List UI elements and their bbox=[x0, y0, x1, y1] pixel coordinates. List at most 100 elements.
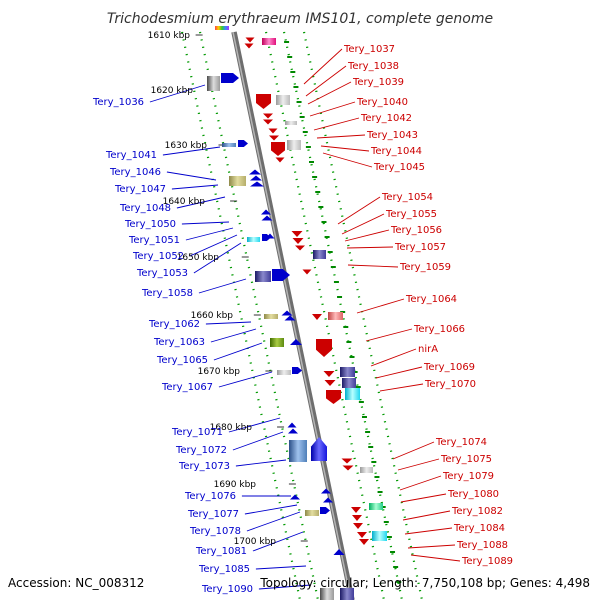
gene-label-right: nirA bbox=[418, 344, 438, 355]
minus-strand-gene bbox=[323, 371, 335, 377]
minus-strand-gene bbox=[352, 515, 362, 521]
scale-label: 1620 kbp bbox=[151, 86, 194, 96]
leader-line-left bbox=[235, 459, 287, 467]
gene-box bbox=[287, 140, 301, 150]
gene-label-right: Tery_1045 bbox=[373, 162, 425, 173]
leader-line-right bbox=[392, 441, 435, 460]
gene-label-left: Tery_1067 bbox=[161, 382, 213, 393]
gene-label-right: Tery_1044 bbox=[370, 146, 422, 157]
plus-strand-gene bbox=[323, 497, 333, 503]
partial-gene-strip bbox=[215, 26, 229, 30]
scale-ticks bbox=[195, 34, 402, 583]
gene-box bbox=[305, 510, 319, 516]
leader-line-right bbox=[322, 152, 373, 168]
gene-label-left: Tery_1090 bbox=[201, 584, 253, 595]
gene-box bbox=[262, 38, 276, 45]
leader-line-left bbox=[181, 221, 230, 225]
gene-label-right: Tery_1066 bbox=[413, 324, 465, 335]
gene-box bbox=[222, 143, 236, 147]
plus-strand-gene bbox=[249, 169, 261, 175]
genome-title: Trichodesmium erythraeum IMS101, complet… bbox=[107, 11, 493, 27]
scale-label: 1680 kbp bbox=[210, 423, 253, 433]
gene-label-right: Tery_1088 bbox=[456, 540, 508, 551]
gene-box bbox=[285, 121, 297, 125]
gene-box bbox=[345, 388, 360, 400]
leader-line-left bbox=[218, 371, 273, 388]
gene-label-right: Tery_1039 bbox=[352, 77, 404, 88]
minus-strand-gene bbox=[263, 119, 273, 125]
scale-label: 1630 kbp bbox=[165, 141, 208, 151]
plus-strand-gene bbox=[321, 488, 331, 494]
topology-label: Topology: circular; Length: 7,750,108 bp… bbox=[259, 576, 590, 590]
gene-box bbox=[342, 378, 356, 388]
gene-box bbox=[277, 370, 291, 375]
leader-line-left bbox=[210, 328, 257, 343]
gene-label-left: Tery_1065 bbox=[156, 355, 208, 366]
plus-strand-gene bbox=[250, 175, 262, 181]
gene-label-left: Tery_1076 bbox=[184, 491, 236, 502]
gene-label-left: Tery_1058 bbox=[141, 288, 193, 299]
gene-box bbox=[229, 176, 246, 186]
gene-label-left: Tery_1078 bbox=[189, 526, 241, 537]
leader-line-right bbox=[400, 493, 447, 503]
minus-strand-gene bbox=[353, 523, 363, 529]
plus-strand-gene bbox=[333, 549, 345, 555]
gene-label-left: Tery_1062 bbox=[148, 319, 200, 330]
plus-strand-gene bbox=[221, 73, 239, 83]
leader-line-right bbox=[356, 298, 405, 314]
backbone-line bbox=[231, 31, 355, 600]
plus-strand-gene bbox=[288, 428, 298, 434]
leader-line-right bbox=[347, 264, 399, 268]
leader-line-right bbox=[346, 246, 394, 249]
gene-label-right: Tery_1040 bbox=[356, 97, 408, 108]
minus-strand-gene bbox=[326, 390, 341, 404]
leader-line-right bbox=[365, 328, 413, 342]
leader-line-right bbox=[407, 544, 456, 549]
leader-line-left bbox=[244, 504, 298, 515]
leader-line-right bbox=[303, 48, 343, 85]
plus-strand-gene bbox=[272, 269, 290, 281]
genome-backbone bbox=[231, 31, 355, 600]
gene-box bbox=[247, 237, 260, 242]
gene-label-right: Tery_1057 bbox=[394, 242, 446, 253]
plus-strand-gene bbox=[320, 507, 330, 514]
gene-box bbox=[264, 314, 278, 319]
plus-strand-gene bbox=[284, 315, 296, 321]
leader-line-left bbox=[149, 84, 206, 103]
minus-strand-gene bbox=[316, 339, 332, 357]
gene-box bbox=[369, 503, 383, 510]
gene-box bbox=[340, 588, 354, 600]
leader-line-left bbox=[193, 242, 242, 274]
gene-label-right: Tery_1037 bbox=[343, 44, 395, 55]
minus-strand-gene bbox=[302, 269, 312, 275]
gene-label-left: Tery_1073 bbox=[178, 461, 230, 472]
plus-strand-gene bbox=[238, 140, 248, 147]
label-leader-lines bbox=[149, 48, 461, 590]
leader-line-left bbox=[189, 234, 238, 257]
gene-label-right: Tery_1042 bbox=[360, 113, 412, 124]
minus-strand-gene bbox=[275, 157, 285, 163]
gene-label-left: Tery_1051 bbox=[128, 235, 180, 246]
gene-box bbox=[207, 76, 220, 91]
plus-strand-gene bbox=[250, 181, 264, 187]
gene-label-left: Tery_1047 bbox=[114, 184, 166, 195]
minus-strand-gene bbox=[269, 135, 279, 141]
scale-label: 1670 kbp bbox=[198, 367, 241, 377]
plus-strand-gene bbox=[265, 233, 275, 239]
leader-line-right bbox=[375, 366, 423, 379]
leader-line-right bbox=[404, 527, 453, 535]
gene-label-right: Tery_1074 bbox=[435, 437, 487, 448]
leader-line-right bbox=[344, 229, 390, 242]
plus-strand-gene bbox=[311, 437, 327, 461]
plus-strand-gene bbox=[261, 215, 273, 221]
leader-line-right bbox=[410, 554, 461, 562]
backbone-highlight bbox=[232, 31, 352, 600]
gene-label-left: Tery_1048 bbox=[119, 203, 171, 214]
leader-line-right bbox=[341, 213, 385, 235]
scale-label: 1610 kbp bbox=[148, 31, 191, 41]
minus-strand-gene bbox=[244, 43, 254, 49]
gene-box bbox=[340, 367, 355, 377]
gene-label-right: Tery_1054 bbox=[381, 192, 433, 203]
gene-box bbox=[328, 312, 343, 320]
